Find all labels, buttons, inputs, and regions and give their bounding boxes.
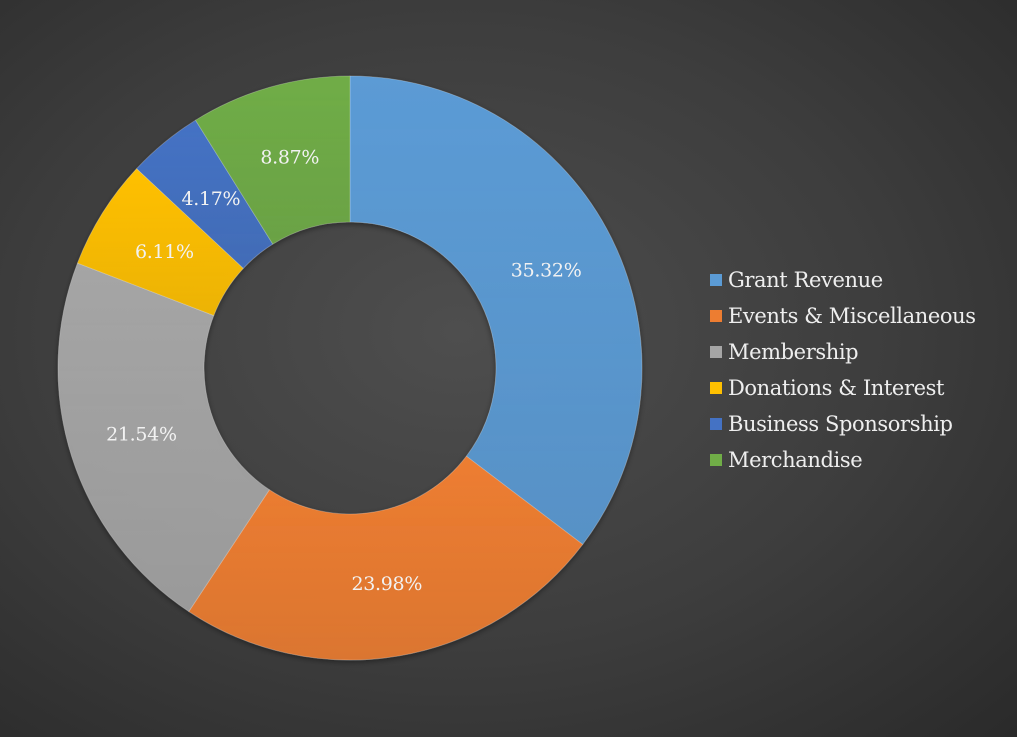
legend-swatch: [710, 346, 722, 358]
legend-swatch: [710, 418, 722, 430]
data-label-grant-revenue: 35.32%: [511, 260, 582, 282]
data-label-events-and-miscellaneous: 23.98%: [351, 573, 422, 595]
legend-item-merchandise: Merchandise: [710, 442, 976, 478]
legend-item-business-sponsorship: Business Sponsorship: [710, 406, 976, 442]
chart-legend: Grant Revenue Events & Miscellaneous Membe…: [710, 262, 976, 478]
legend-item-membership: Membership: [710, 334, 976, 370]
legend-label: Membership: [728, 340, 859, 364]
legend-swatch: [710, 274, 722, 286]
data-label-donations-and-interest: 6.11%: [135, 241, 194, 263]
legend-label: Merchandise: [728, 448, 863, 472]
data-label-business-sponsorship: 4.17%: [181, 188, 240, 210]
legend-label: Grant Revenue: [728, 268, 883, 292]
legend-label: Business Sponsorship: [728, 412, 953, 436]
data-label-membership: 21.54%: [106, 424, 177, 446]
legend-swatch: [710, 382, 722, 394]
slice-grant-revenue: [349, 75, 643, 545]
legend-label: Events & Miscellaneous: [728, 304, 976, 328]
legend-item-events-and-miscellaneous: Events & Miscellaneous: [710, 298, 976, 334]
legend-swatch: [710, 310, 722, 322]
legend-item-donations-and-interest: Donations & Interest: [710, 370, 976, 406]
slice-membership: [57, 262, 270, 613]
legend-label: Donations & Interest: [728, 376, 945, 400]
slice-events-and-miscellaneous: [188, 455, 584, 661]
legend-item-grant-revenue: Grant Revenue: [710, 262, 976, 298]
data-label-merchandise: 8.87%: [260, 146, 319, 168]
legend-swatch: [710, 454, 722, 466]
slice-merchandise: [194, 75, 351, 245]
